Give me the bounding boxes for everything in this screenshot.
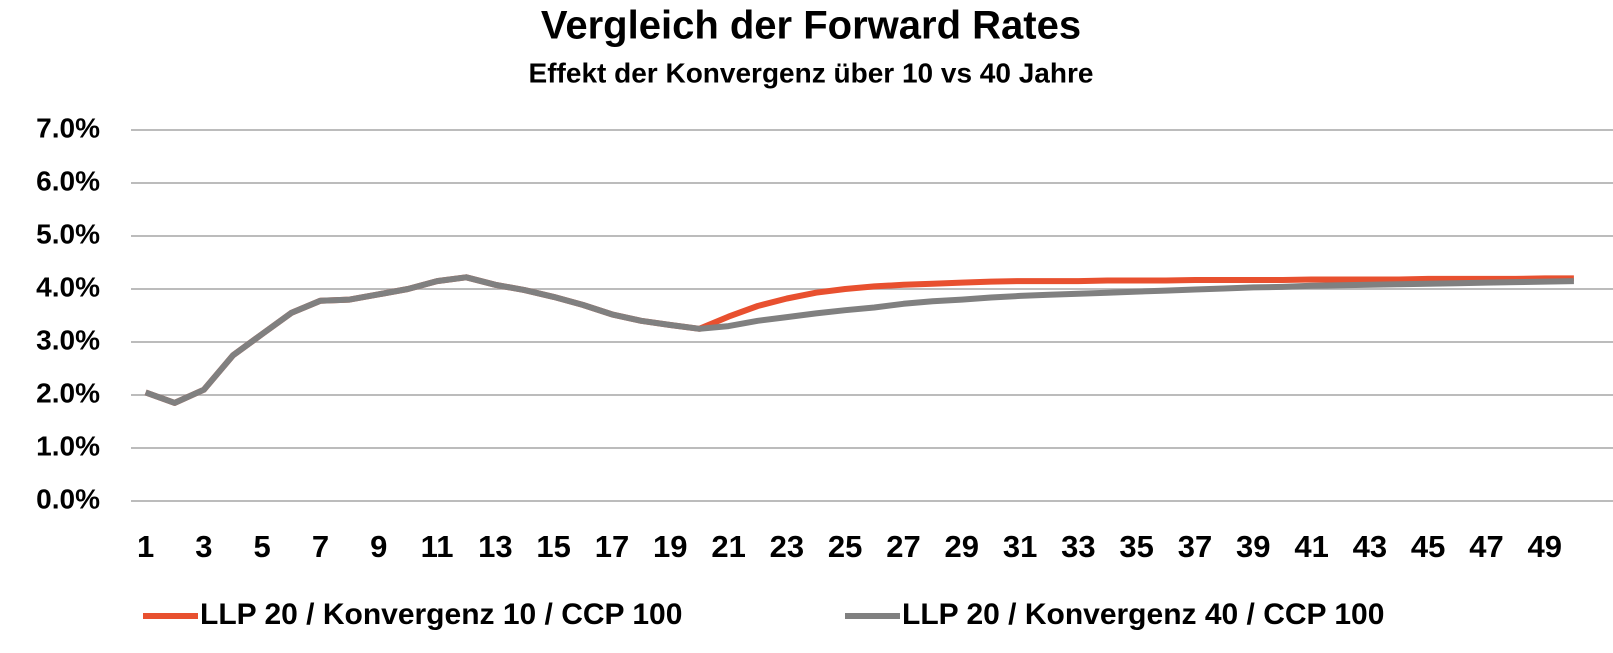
x-tick-label: 5 — [254, 529, 271, 564]
y-tick-label: 3.0% — [36, 324, 100, 355]
legend-label: LLP 20 / Konvergenz 40 / CCP 100 — [902, 598, 1384, 631]
x-tick-label: 23 — [770, 529, 804, 564]
x-tick-label: 37 — [1178, 529, 1212, 564]
x-tick-label: 3 — [195, 529, 212, 564]
chart-title: Vergleich der Forward Rates — [541, 4, 1081, 48]
y-tick-label: 7.0% — [36, 112, 100, 143]
x-tick-label: 13 — [478, 529, 512, 564]
y-tick-label: 1.0% — [36, 430, 100, 461]
x-tick-label: 43 — [1353, 529, 1387, 564]
x-tick-label: 27 — [886, 529, 920, 564]
x-tick-label: 9 — [370, 529, 387, 564]
x-tick-label: 29 — [945, 529, 979, 564]
y-tick-label: 0.0% — [36, 483, 100, 514]
y-tick-label: 2.0% — [36, 377, 100, 408]
x-tick-label: 15 — [536, 529, 570, 564]
x-tick-label: 33 — [1061, 529, 1095, 564]
x-tick-label: 21 — [711, 529, 745, 564]
y-tick-label: 5.0% — [36, 218, 100, 249]
x-tick-label: 45 — [1411, 529, 1445, 564]
x-tick-label: 7 — [312, 529, 329, 564]
chart-subtitle: Effekt der Konvergenz über 10 vs 40 Jahr… — [529, 57, 1094, 88]
x-tick-label: 25 — [828, 529, 862, 564]
y-tick-label: 4.0% — [36, 271, 100, 302]
x-tick-label: 47 — [1469, 529, 1503, 564]
x-tick-label: 35 — [1119, 529, 1153, 564]
x-tick-label: 41 — [1294, 529, 1328, 564]
x-tick-label: 11 — [421, 529, 454, 564]
x-tick-label: 31 — [1003, 529, 1037, 564]
x-tick-label: 1 — [137, 529, 154, 564]
y-tick-label: 6.0% — [36, 165, 100, 196]
x-tick-label: 39 — [1236, 529, 1270, 564]
legend-label: LLP 20 / Konvergenz 10 / CCP 100 — [200, 598, 682, 631]
line-series — [144, 274, 1574, 406]
x-tick-label: 19 — [653, 529, 687, 564]
x-tick-label: 17 — [595, 529, 629, 564]
x-tick-label: 49 — [1528, 529, 1562, 564]
